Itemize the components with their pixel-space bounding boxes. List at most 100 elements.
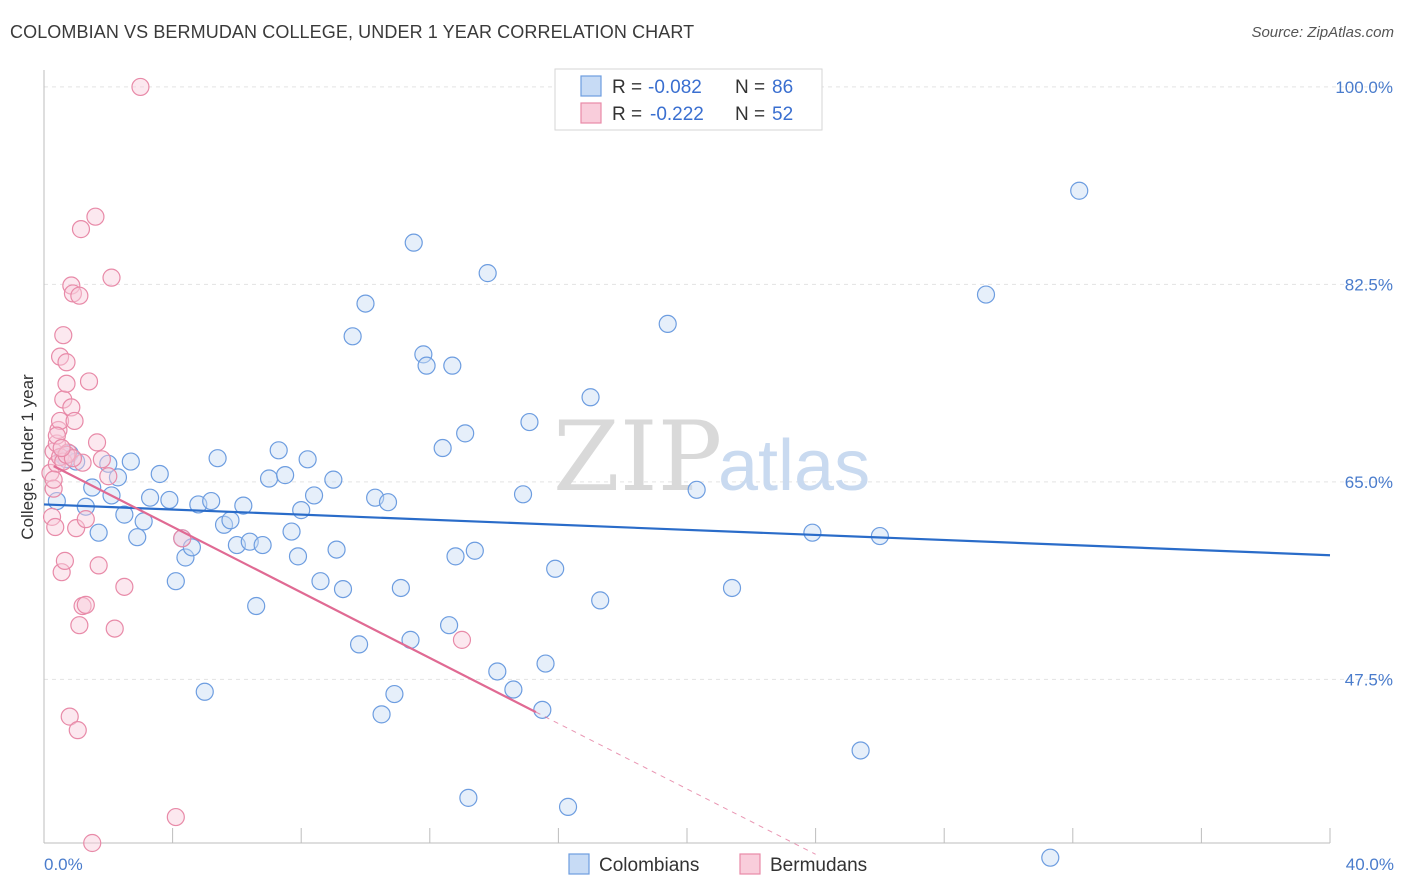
bermudan-point [54, 326, 73, 345]
legend-n-label-1: N = [735, 104, 765, 125]
y-tick-label: 65.0% [1345, 473, 1393, 492]
colombian-point [282, 522, 301, 541]
bermudan-point [452, 630, 472, 649]
bermudan-point [71, 220, 91, 239]
bermudan-point [70, 616, 89, 635]
legend-r-value-0: -0.082 [648, 77, 702, 98]
bermudans-trend-line [53, 465, 537, 714]
colombian-point [304, 486, 324, 505]
colombian-point [182, 538, 201, 557]
colombian-point [446, 547, 465, 566]
bermudan-point [73, 453, 92, 472]
colombian-point [208, 449, 227, 468]
colombian-point [443, 356, 462, 375]
bermudan-point [99, 467, 118, 486]
bermudan-point [65, 411, 84, 431]
source-label: Source: ZipAtlas.com [1251, 24, 1394, 41]
colombian-point [385, 684, 404, 704]
bermudan-point [105, 619, 124, 638]
watermark-atlas: atlas [718, 426, 870, 506]
colombian-point [349, 635, 369, 654]
colombian-point [722, 578, 742, 598]
legend-swatch-colombians [580, 75, 602, 97]
colombian-point [870, 526, 890, 546]
colombian-point [372, 705, 391, 724]
x-tick-label-min: 0.0% [44, 855, 83, 874]
colombian-point [166, 572, 185, 591]
colombian-point [356, 294, 375, 313]
colombian-point [533, 700, 552, 719]
bottom-legend-swatch-colombians [568, 853, 590, 875]
gridlines [44, 86, 1392, 680]
colombian-point [504, 680, 523, 699]
colombian-point [520, 412, 539, 432]
colombian-point [687, 480, 706, 499]
colombian-point [459, 788, 478, 807]
x-tick-label-max: 40.0% [1346, 855, 1394, 874]
colombian-point [195, 682, 214, 701]
colombian-point [108, 468, 128, 487]
colombian-point [465, 541, 484, 560]
colombian-point [247, 596, 266, 616]
colombian-point [658, 314, 677, 334]
trend-lines [43, 465, 1331, 855]
bermudan-point [115, 577, 134, 596]
legend-n-value-1: 52 [772, 104, 793, 125]
bottom-legend-label-bermudans: Bermudans [770, 855, 867, 876]
correlation-legend: R = -0.082 N = 86 R = -0.222 N = 52 [554, 68, 823, 131]
colombian-point [333, 579, 353, 599]
y-tick-label: 100.0% [1335, 78, 1393, 97]
colombian-point [176, 548, 195, 567]
legend-r-label-0: R = [612, 77, 642, 98]
bottom-legend-label-colombians: Colombians [599, 855, 699, 876]
colombian-point [89, 523, 108, 542]
colombian-point [202, 491, 221, 511]
colombian-point [269, 441, 288, 460]
bermudan-point [79, 372, 99, 391]
colombian-point [311, 572, 330, 591]
colombian-point [343, 327, 362, 346]
bermudan-point [50, 411, 70, 431]
legend-n-label-0: N = [735, 77, 765, 98]
colombian-point [221, 511, 240, 530]
bermudan-point [52, 438, 71, 458]
legend-n-value-0: 86 [772, 77, 793, 98]
colombian-point [536, 654, 555, 673]
bermudan-point [57, 374, 76, 393]
legend-r-label-1: R = [612, 104, 642, 125]
series-legend: Colombians Bermudans [568, 853, 867, 876]
x-ticks [172, 828, 1331, 843]
colombian-point [115, 505, 134, 524]
colombian-point [259, 469, 279, 488]
colombian-point [160, 490, 179, 510]
colombian-point [292, 501, 311, 520]
bermudan-point [63, 449, 83, 468]
colombian-point [253, 535, 272, 555]
colombian-point [803, 523, 822, 542]
colombian-point [439, 616, 459, 635]
colombian-point [324, 470, 343, 489]
y-tick-label: 82.5% [1345, 275, 1393, 294]
bermudan-point [131, 77, 150, 97]
colombian-point [404, 233, 423, 252]
colombian-point [488, 662, 507, 681]
y-axis-label: College, Under 1 year [18, 374, 37, 540]
colombian-point [433, 438, 452, 458]
colombian-point [276, 466, 295, 485]
bermudan-point [102, 268, 121, 287]
bermudan-point [62, 398, 81, 417]
bermudan-point [60, 707, 79, 726]
colombian-point [558, 797, 578, 816]
colombian-point [513, 485, 533, 504]
colombian-point [150, 464, 169, 484]
colombian-point [327, 540, 346, 559]
colombians-trend-line [43, 503, 1331, 557]
colombian-point [546, 559, 565, 578]
bermudan-point [92, 450, 111, 469]
bermudan-point [52, 563, 71, 582]
bermudan-point [57, 353, 76, 372]
colombian-point [298, 450, 317, 469]
bermudan-point [76, 510, 95, 529]
bermudan-point [166, 807, 185, 827]
